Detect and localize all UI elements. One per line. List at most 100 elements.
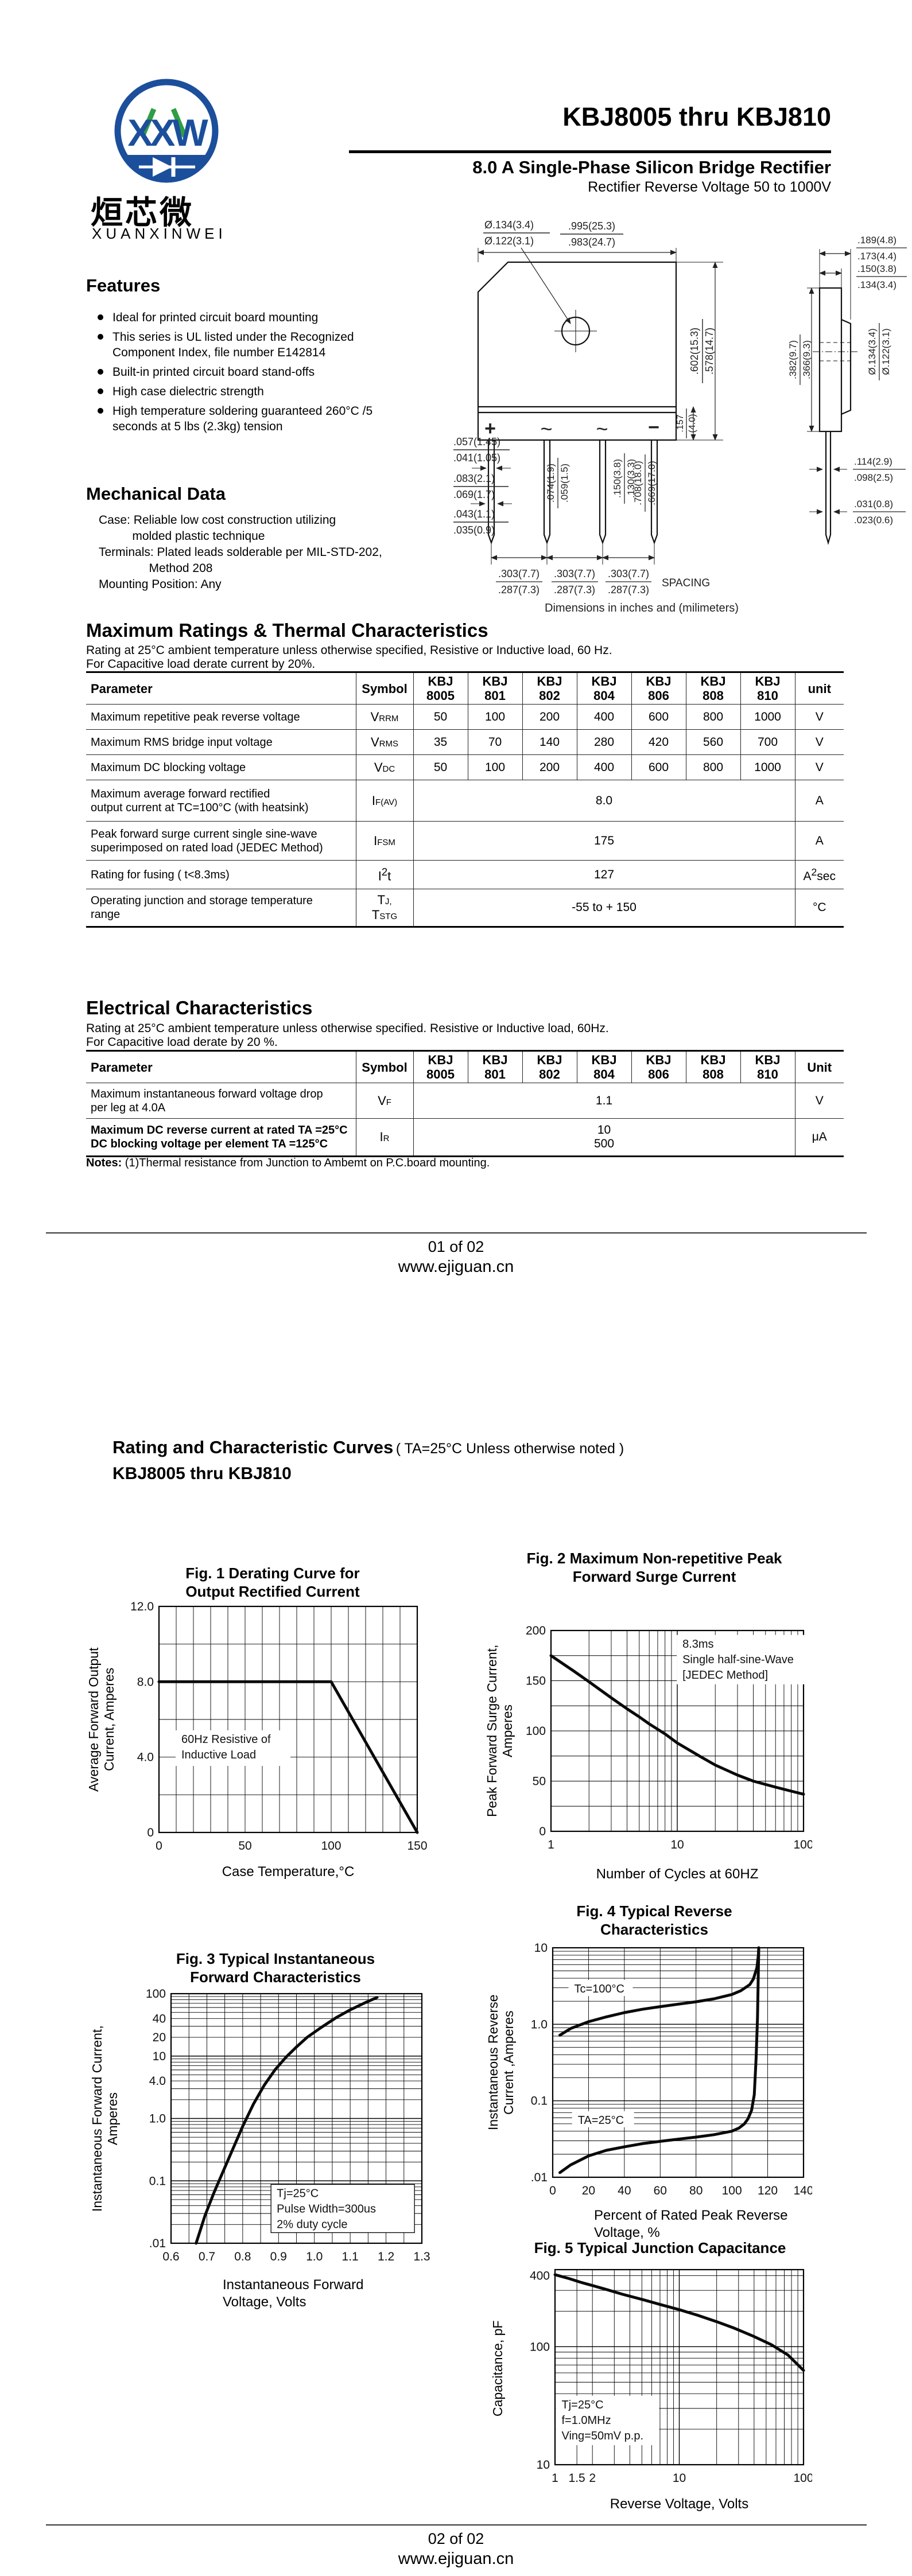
svg-text:.041(1.05): .041(1.05) [453,452,500,464]
svg-text:.303(7.7): .303(7.7) [498,568,540,579]
svg-text:f=1.0MHz: f=1.0MHz [561,2414,611,2427]
column-header: KBJ 808 [685,672,740,705]
column-header: KBJ 801 [467,1050,522,1083]
value-cell: 700 [740,729,795,755]
svg-text:0: 0 [539,1825,546,1838]
hole-crosshair-icon [554,310,597,352]
svg-text:0.8: 0.8 [234,2250,251,2263]
column-header: KBJ 802 [522,672,577,705]
svg-text:1.5: 1.5 [569,2472,585,2485]
logo-green-stroke [139,108,157,138]
svg-text:.995(25.3): .995(25.3) [568,220,615,232]
fig4-y-axis-label: Instantaneous Reverse Current ,Amperes [486,1994,516,2131]
svg-text:1.1: 1.1 [342,2250,359,2263]
parameter-cell: Peak forward surge current single sine-w… [86,821,356,861]
svg-text:80: 80 [689,2184,703,2197]
chart-frame [552,1947,805,2178]
svg-text:0.1: 0.1 [149,2174,166,2188]
fig3-chart: 0.6 0.7 0.8 0.9 1.0 1.1 1.2 1.3 .01 0.1 1.0 4.0 10 20… [146,1988,430,2263]
svg-text:0.6: 0.6 [162,2250,179,2263]
unit-cell: A [794,780,844,822]
svg-text:10: 10 [537,2458,550,2472]
svg-text:.01: .01 [531,2171,548,2184]
value-cell: 140 [522,729,577,755]
symbol-cell: VF [355,1083,413,1119]
mechanical-line: Mounting Position: Any [99,578,222,591]
svg-text:Tj=25°C: Tj=25°C [277,2187,319,2200]
value-cell: 127 [413,860,795,889]
column-header: Unit [794,1050,844,1083]
svg-text:.069(1.7): .069(1.7) [453,489,495,500]
electrical-heading: Electrical Characteristics [86,997,313,1018]
unit-cell: °C [794,889,844,927]
table-header-row: Parameter Symbol KBJ 8005 KBJ 801 KBJ 802 KBJ 804… [86,1050,844,1083]
chart-tick-labels: 0 20 40 60 80 100 120 140 .01 0.1 1.0 10 [531,1942,812,2197]
max-ratings-table: Parameter Symbol KBJ 8005 KBJ 801 KBJ 802 KBJ 804… [86,671,844,928]
svg-text:.287(7.3): .287(7.3) [608,584,649,596]
svg-text:.083(2.1): .083(2.1) [453,473,495,484]
svg-text:(4.0): (4.0) [688,414,697,433]
diode-triangle-icon [153,157,172,177]
svg-text:.157: .157 [676,414,685,432]
svg-text:1.0: 1.0 [149,2112,166,2126]
value-cell: 70 [467,729,522,755]
symbol-cell: VDC [355,754,413,780]
doc-subtitle: 8.0 A Single-Phase Silicon Bridge Rectif… [472,157,831,177]
fig5-chart: 1 1.5 2 10 100 400 100 10 Tj=25°C f=1.0MHz Ving=50… [530,2268,812,2485]
chart-annotation: Tj=25°C f=1.0MHz Ving=50mV p.p. [556,2395,659,2445]
electrical-table: Parameter Symbol KBJ 8005 KBJ 801 KBJ 802 KBJ 804… [86,1050,844,1157]
svg-text:400: 400 [530,2270,550,2283]
value-cell: 400 [576,704,631,730]
dim-band-height: .157 (4.0) [676,406,697,441]
logo-green-stroke [170,108,188,138]
package-side-view [818,287,852,546]
value-cell: -55 to + 150 [413,889,795,927]
svg-text:Ø.134(3.4): Ø.134(3.4) [867,328,878,375]
website-url: www.ejiguan.cn [398,1258,514,1276]
svg-text:50: 50 [533,1775,546,1788]
curves-heading-bold: Rating and Characteristic Curves [112,1437,394,1457]
chart-frame [550,1629,805,1832]
dim-lead-thickness: .074(1.9) .059(1.5) [545,458,570,508]
svg-text:0: 0 [549,2184,556,2197]
side-hole-hidden-lines [813,342,857,361]
svg-text:.189(4.8): .189(4.8) [857,235,897,246]
website-url: www.ejiguan.cn [398,2550,514,2568]
column-header: KBJ 802 [522,1050,577,1083]
max-ratings-cond1: Rating at 25°C ambient temperature unles… [86,644,612,657]
value-cell: 8.0 [413,780,795,822]
value-cell: 600 [631,754,686,780]
svg-text:.043(1.1): .043(1.1) [453,508,495,520]
dim-lead-spacing: .303(7.7) .287(7.3) .303(7.7) .287(7.3) … [491,544,710,596]
parameter-cell: Maximum DC blocking voltage [86,754,356,780]
parameter-cell: Maximum RMS bridge input voltage [86,729,356,755]
svg-text:100: 100 [722,2184,742,2197]
value-cell: 800 [685,754,740,780]
svg-text:200: 200 [526,1624,546,1637]
svg-text:60Hz Resistive of: 60Hz Resistive of [181,1733,271,1746]
svg-text:100: 100 [526,1725,546,1738]
chart-grid [158,1606,418,1833]
dimensions-caption: Dimensions in inches and (milimeters) [545,602,739,614]
unit-cell: μA [794,1118,844,1157]
svg-text:Single half-sine-Wave: Single half-sine-Wave [682,1653,794,1666]
unit-cell: V [794,1083,844,1119]
symbol-cell: I2t [355,860,413,889]
svg-text:.303(7.7): .303(7.7) [554,568,595,579]
part-number-title: KBJ8005 thru KBJ810 [562,102,831,131]
fig1-y-axis-label: Average Forward Output Current, Amperes [86,1647,117,1792]
value-cell: 200 [522,704,577,730]
chart-tick-labels: 0.6 0.7 0.8 0.9 1.0 1.1 1.2 1.3 .01 0.1 1.0 4.0 10 20… [146,1988,430,2263]
table-row: Maximum RMS bridge input voltage VRMS 35 70… [86,729,844,755]
svg-text:100: 100 [530,2340,550,2353]
pin-mark-minus: − [648,417,659,438]
svg-text:.669(17.0): .669(17.0) [646,461,657,505]
table-header-row: Parameter Symbol KBJ 8005 KBJ 801 KBJ 802 KBJ 804… [86,672,844,705]
svg-text:.150(3.8): .150(3.8) [857,263,897,274]
table-row: Operating junction and storage temperatu… [86,889,844,927]
fig2-title: Fig. 2 Maximum Non-repetitive Peak Forwa… [526,1550,782,1585]
logo-mark-icon: XXW [114,79,219,183]
fig1-title: Fig. 1 Derating Curve for Output Rectifi… [185,1565,360,1600]
dim-body-width: .995(25.3) .983(24.7) [478,220,677,262]
